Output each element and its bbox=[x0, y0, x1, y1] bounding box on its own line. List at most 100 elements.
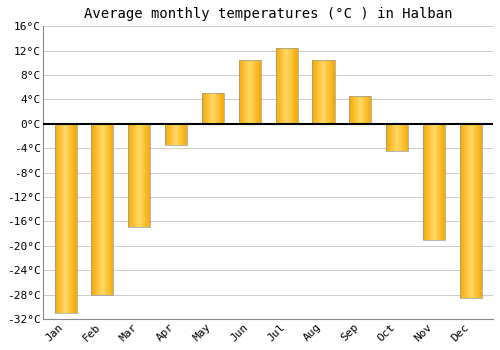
Bar bbox=[94, 124, 95, 294]
Bar bbox=[107, 124, 108, 294]
Bar bbox=[393, 124, 394, 151]
Bar bbox=[390, 124, 391, 151]
Bar bbox=[478, 124, 479, 298]
Bar bbox=[184, 124, 185, 145]
Bar bbox=[166, 124, 168, 145]
Bar bbox=[327, 60, 328, 124]
Bar bbox=[131, 124, 132, 228]
Bar bbox=[62, 124, 63, 313]
Bar bbox=[108, 124, 109, 294]
Bar bbox=[461, 124, 462, 298]
Bar bbox=[133, 124, 134, 228]
Bar bbox=[251, 60, 252, 124]
Bar bbox=[137, 124, 138, 228]
Bar bbox=[430, 124, 431, 240]
Bar bbox=[256, 60, 257, 124]
Bar bbox=[475, 124, 476, 298]
Bar bbox=[110, 124, 112, 294]
Bar bbox=[181, 124, 182, 145]
Bar bbox=[177, 124, 178, 145]
Bar bbox=[318, 60, 319, 124]
Bar bbox=[350, 96, 372, 124]
Bar bbox=[315, 60, 316, 124]
Bar bbox=[424, 124, 425, 240]
Bar bbox=[104, 124, 105, 294]
Bar bbox=[186, 124, 187, 145]
Bar bbox=[146, 124, 147, 228]
Bar bbox=[442, 124, 443, 240]
Bar bbox=[173, 124, 174, 145]
Bar bbox=[312, 60, 313, 124]
Bar bbox=[407, 124, 408, 151]
Bar bbox=[61, 124, 62, 313]
Bar bbox=[292, 48, 293, 124]
Bar bbox=[73, 124, 74, 313]
Bar bbox=[55, 124, 56, 313]
Bar bbox=[207, 93, 208, 124]
Bar bbox=[67, 124, 68, 313]
Bar bbox=[215, 93, 216, 124]
Bar bbox=[320, 60, 321, 124]
Bar bbox=[322, 60, 323, 124]
Bar bbox=[97, 124, 98, 294]
Bar bbox=[93, 124, 94, 294]
Bar bbox=[286, 48, 287, 124]
Bar bbox=[396, 124, 397, 151]
Bar bbox=[369, 96, 370, 124]
Bar bbox=[319, 60, 320, 124]
Bar bbox=[464, 124, 465, 298]
Bar bbox=[101, 124, 102, 294]
Bar bbox=[102, 124, 103, 294]
Bar bbox=[206, 93, 207, 124]
Bar bbox=[389, 124, 390, 151]
Bar bbox=[58, 124, 59, 313]
Bar bbox=[247, 60, 248, 124]
Bar bbox=[128, 124, 129, 228]
Bar bbox=[395, 124, 396, 151]
Bar bbox=[352, 96, 353, 124]
Bar bbox=[280, 48, 281, 124]
Bar bbox=[175, 124, 176, 145]
Bar bbox=[284, 48, 285, 124]
Bar bbox=[371, 96, 372, 124]
Bar bbox=[144, 124, 145, 228]
Bar bbox=[278, 48, 279, 124]
Bar bbox=[239, 60, 261, 124]
Bar bbox=[242, 60, 243, 124]
Bar bbox=[68, 124, 69, 313]
Bar bbox=[248, 60, 250, 124]
Bar bbox=[316, 60, 317, 124]
Bar bbox=[392, 124, 393, 151]
Bar bbox=[257, 60, 258, 124]
Bar bbox=[65, 124, 66, 313]
Bar bbox=[326, 60, 327, 124]
Bar bbox=[297, 48, 298, 124]
Bar bbox=[406, 124, 407, 151]
Bar bbox=[98, 124, 99, 294]
Bar bbox=[401, 124, 402, 151]
Bar bbox=[362, 96, 363, 124]
Bar bbox=[60, 124, 61, 313]
Bar bbox=[180, 124, 181, 145]
Bar bbox=[136, 124, 137, 228]
Bar bbox=[148, 124, 149, 228]
Bar bbox=[69, 124, 70, 313]
Bar bbox=[429, 124, 430, 240]
Bar bbox=[426, 124, 427, 240]
Bar bbox=[294, 48, 295, 124]
Bar bbox=[317, 60, 318, 124]
Bar bbox=[360, 96, 361, 124]
Bar bbox=[259, 60, 260, 124]
Bar bbox=[129, 124, 130, 228]
Bar bbox=[220, 93, 222, 124]
Bar bbox=[323, 60, 324, 124]
Bar bbox=[290, 48, 291, 124]
Bar bbox=[174, 124, 175, 145]
Bar bbox=[423, 124, 424, 240]
Bar bbox=[333, 60, 334, 124]
Bar bbox=[216, 93, 217, 124]
Bar bbox=[103, 124, 104, 294]
Bar bbox=[222, 93, 223, 124]
Bar bbox=[243, 60, 244, 124]
Bar bbox=[435, 124, 436, 240]
